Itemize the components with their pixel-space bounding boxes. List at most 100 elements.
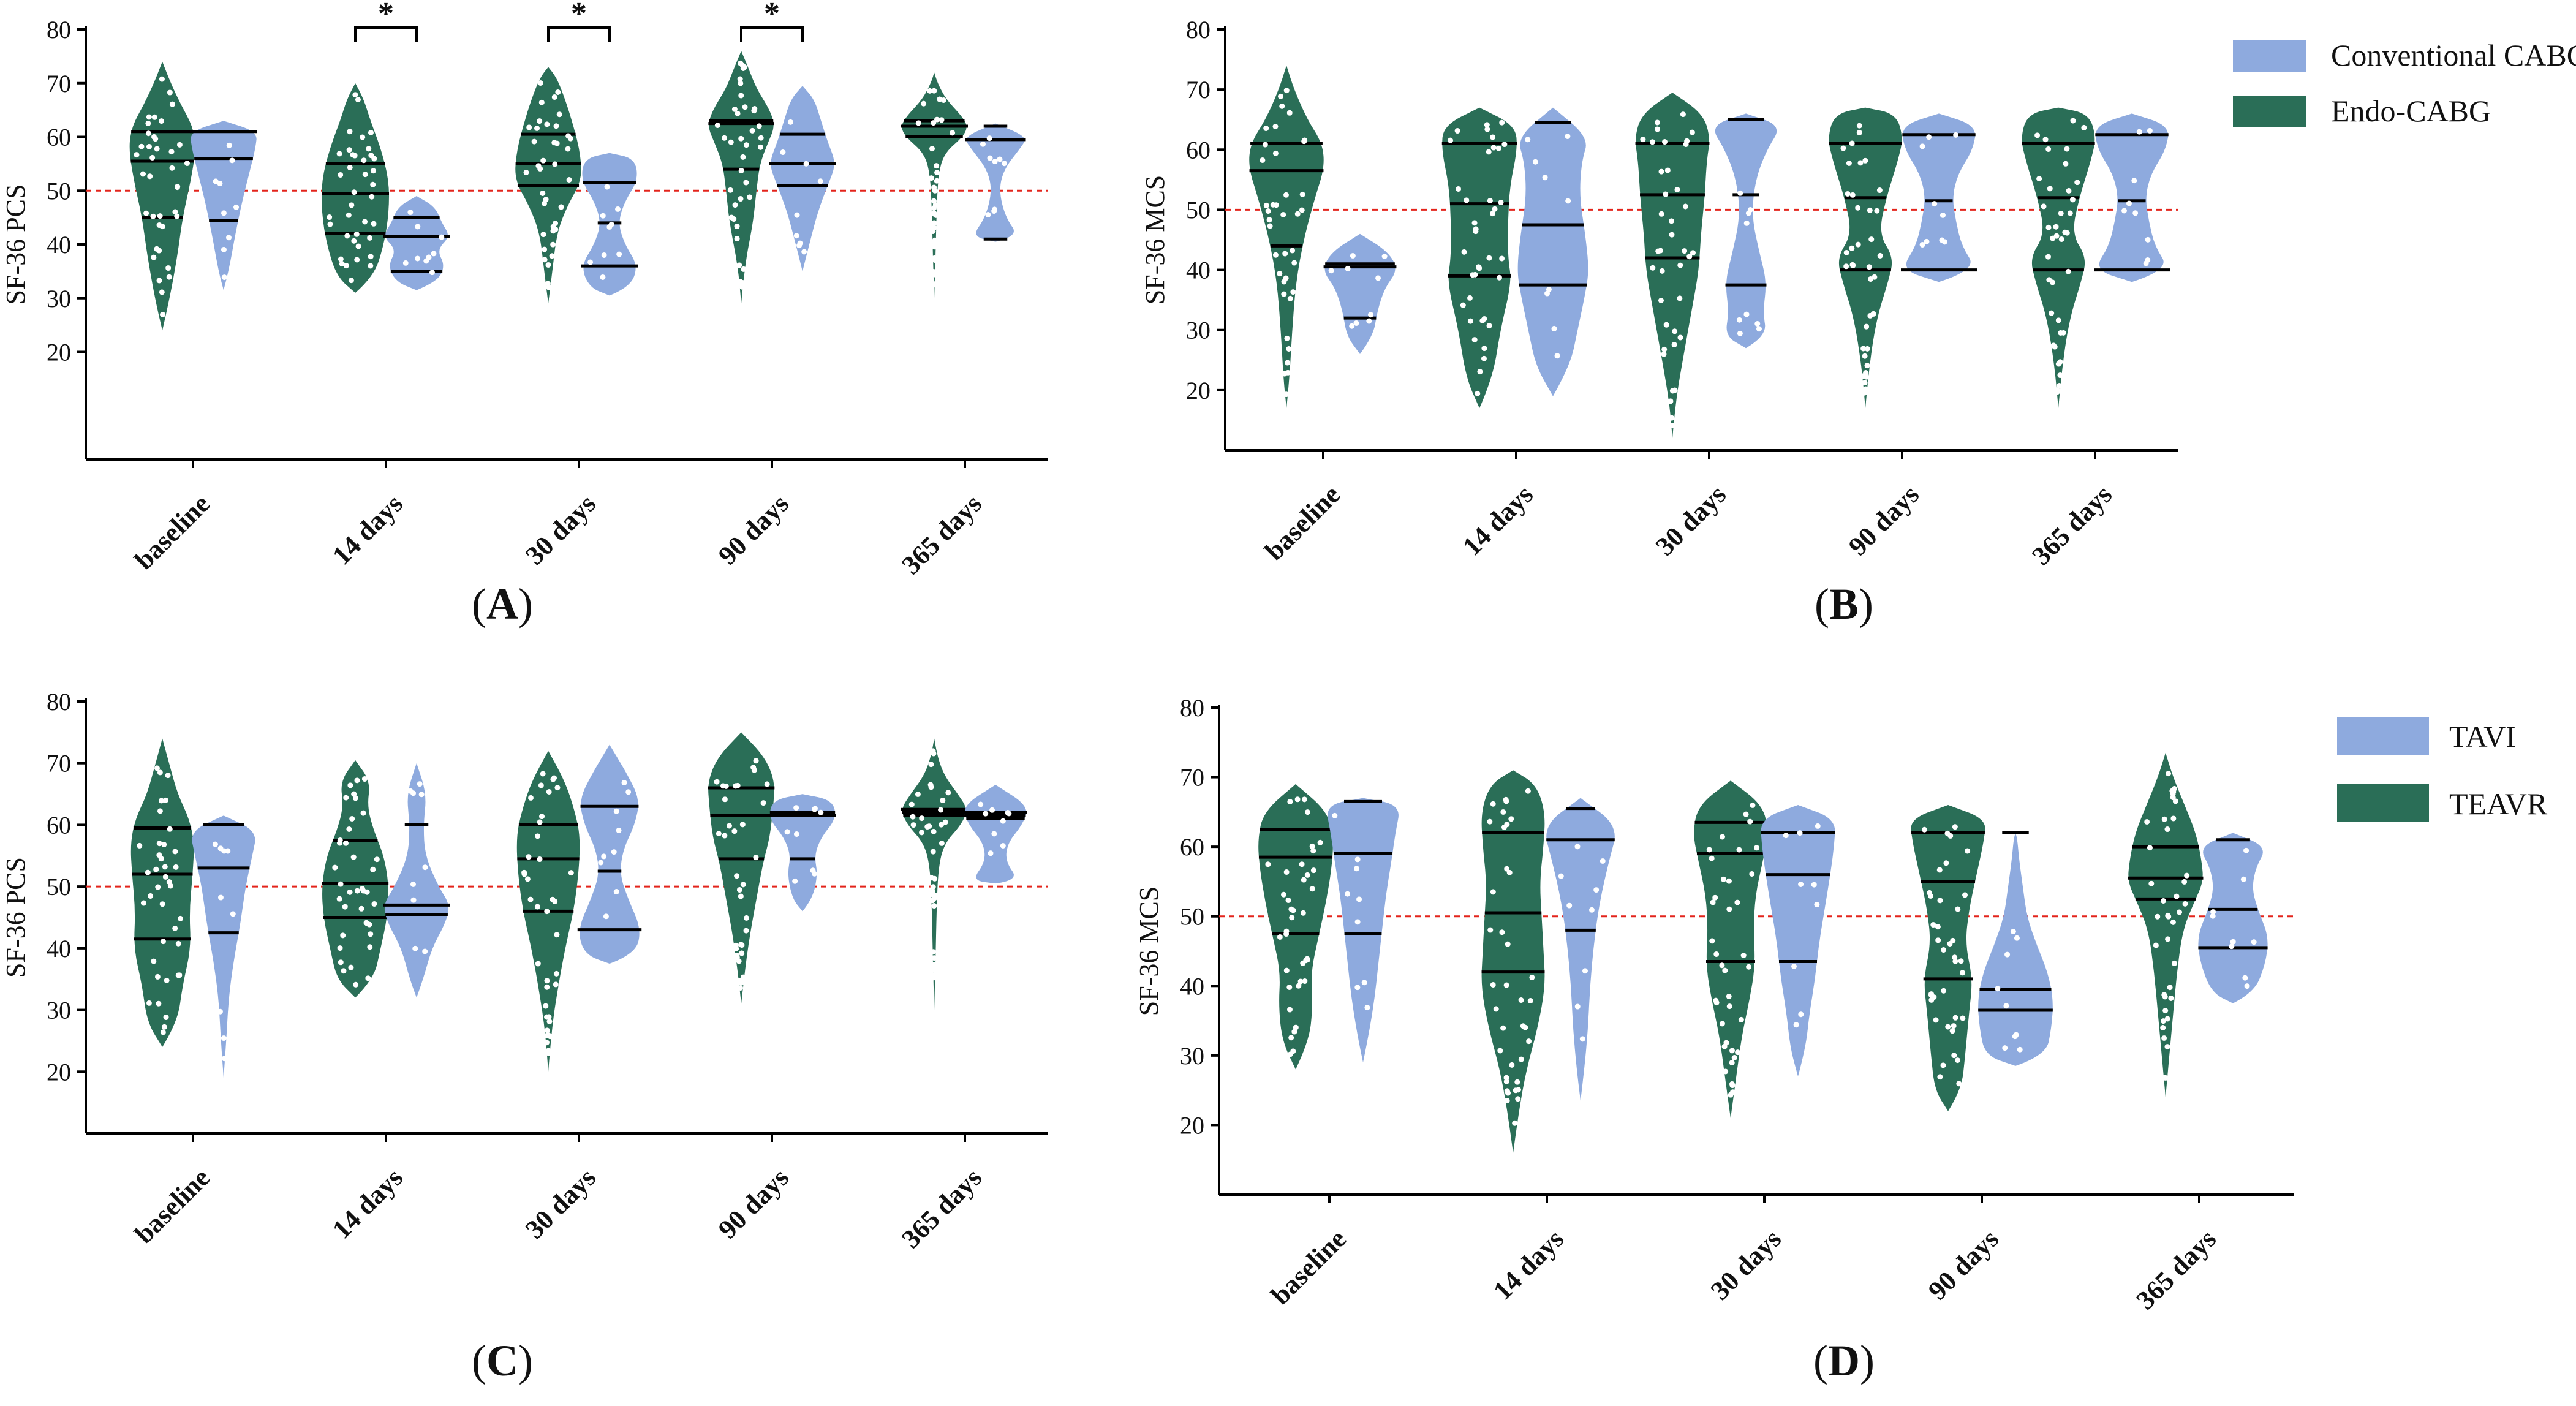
data-point <box>146 114 152 119</box>
data-point <box>1686 254 1692 259</box>
data-point <box>1354 985 1360 990</box>
data-point <box>554 932 559 937</box>
data-point <box>1865 363 1870 368</box>
data-point <box>156 278 162 283</box>
data-point <box>1509 1062 1514 1068</box>
data-point <box>738 61 743 66</box>
data-point <box>1512 1121 1517 1126</box>
data-point <box>1953 132 1958 138</box>
data-point <box>2181 879 2187 885</box>
data-point <box>161 1029 166 1035</box>
data-point <box>1476 265 1482 271</box>
data-point <box>722 135 727 141</box>
data-point <box>2168 996 2174 1001</box>
violin-conv <box>385 763 448 998</box>
data-point <box>226 235 232 240</box>
data-point <box>1940 213 1946 218</box>
data-point <box>1551 326 1557 331</box>
data-point <box>1729 1048 1735 1053</box>
data-point <box>741 975 746 980</box>
data-point <box>1005 810 1011 815</box>
data-point <box>734 873 739 879</box>
data-point <box>521 870 527 875</box>
data-point <box>750 128 755 134</box>
data-point <box>1862 390 1867 396</box>
data-point <box>1375 275 1381 281</box>
data-point <box>174 214 179 219</box>
data-point <box>2165 936 2170 942</box>
data-point <box>919 830 924 835</box>
data-point <box>1277 934 1283 940</box>
data-point <box>348 965 353 970</box>
data-point <box>370 182 376 187</box>
data-point <box>2165 913 2170 918</box>
data-point <box>931 748 936 754</box>
data-point <box>2137 129 2142 135</box>
data-point <box>151 255 156 260</box>
data-point <box>1329 268 1334 273</box>
data-point <box>2051 342 2057 348</box>
data-point <box>175 184 180 189</box>
data-point <box>2043 137 2049 142</box>
data-point <box>165 265 171 271</box>
data-point <box>152 115 157 120</box>
data-point <box>1675 187 1680 192</box>
data-point <box>1655 248 1661 254</box>
data-point <box>2169 788 2175 793</box>
data-point <box>1301 877 1307 883</box>
data-point <box>553 123 559 129</box>
data-point <box>934 170 940 175</box>
data-point <box>1504 866 1509 872</box>
data-point <box>997 156 1003 162</box>
data-point <box>1305 809 1310 815</box>
data-point <box>2245 983 2250 989</box>
data-point <box>557 111 562 117</box>
data-point <box>218 845 224 851</box>
y-tick-label: 20 <box>47 1058 71 1086</box>
data-point <box>526 124 532 130</box>
data-point <box>1295 796 1301 802</box>
data-point <box>1860 373 1866 379</box>
data-point <box>410 882 416 887</box>
data-point <box>715 123 720 128</box>
data-point <box>167 274 172 280</box>
data-point <box>1505 942 1511 947</box>
data-point <box>1924 239 1929 244</box>
data-point <box>1490 982 1496 988</box>
significance-star: * <box>571 0 587 31</box>
data-point <box>758 145 763 150</box>
data-point <box>374 856 380 862</box>
data-point <box>169 165 175 171</box>
data-point <box>1267 217 1272 222</box>
data-point <box>940 798 945 803</box>
data-point <box>1955 906 1960 912</box>
data-point <box>1726 879 1732 884</box>
data-point <box>978 802 983 807</box>
data-point <box>1293 1025 1299 1030</box>
data-point <box>744 915 749 921</box>
data-point <box>1311 867 1316 873</box>
data-point <box>1354 866 1359 871</box>
data-point <box>554 971 559 977</box>
data-point <box>1867 313 1873 319</box>
x-tick-label: 365 days <box>2026 479 2118 571</box>
data-point <box>1927 890 1932 896</box>
data-point <box>403 260 409 266</box>
data-point <box>1353 320 1359 326</box>
data-point <box>810 867 815 873</box>
panel-a: 20304050607080SF-36 PCSbaseline 14 days*3… <box>1 0 1048 629</box>
data-point <box>173 864 179 870</box>
data-point <box>2034 132 2040 138</box>
data-point <box>537 856 543 862</box>
data-point <box>537 118 542 124</box>
data-point <box>2017 1047 2023 1053</box>
data-point <box>143 211 149 216</box>
data-point <box>1669 218 1674 224</box>
data-point <box>927 88 932 94</box>
data-point <box>225 848 230 853</box>
data-point <box>739 950 744 956</box>
data-point <box>929 784 934 790</box>
data-point <box>934 163 939 168</box>
data-point <box>146 144 152 149</box>
y-tick-label: 80 <box>1186 16 1211 43</box>
